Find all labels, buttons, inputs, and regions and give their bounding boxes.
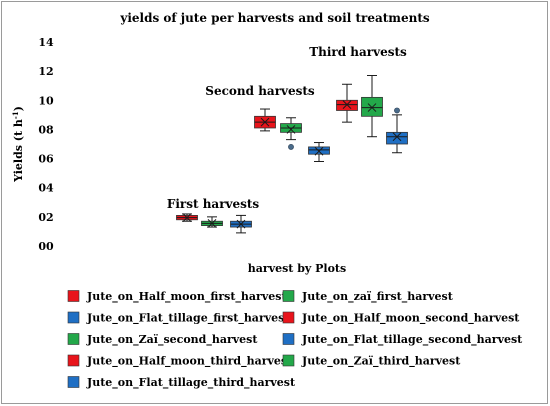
mean-marker	[286, 125, 296, 134]
y-tick-label: 08	[38, 123, 54, 136]
legend-swatch	[282, 290, 295, 302]
legend-swatch	[282, 311, 295, 324]
legend-label: Jute_on_Flat_tillage_first_harvest	[86, 312, 290, 326]
legend-label: Jute_on_Half_moon_second_harvest	[301, 312, 520, 326]
y-tick-label: 00	[38, 240, 54, 253]
legend-label: Jute_on_Half_moon_first_harvest	[86, 290, 287, 304]
group-label: Third harvests	[309, 45, 407, 59]
mean-marker	[342, 100, 352, 110]
mean-marker	[260, 117, 270, 127]
y-tick-label: 12	[38, 65, 53, 78]
x-axis-title: harvest by Plots	[248, 262, 346, 275]
legend-swatch	[67, 333, 80, 345]
legend-swatch	[67, 354, 80, 367]
legend-label: Jute_on_Flat_tillage_second_harvest	[301, 333, 523, 347]
legend-label: Jute_on_Zaï_second_harvest	[86, 333, 258, 347]
group-label: First harvests	[167, 197, 260, 211]
legend-swatch	[67, 290, 80, 302]
legend-swatch	[67, 376, 80, 388]
legend-swatch	[282, 333, 295, 345]
box-iqr	[361, 96, 383, 117]
outlier-point	[394, 107, 400, 114]
box-iqr	[386, 131, 408, 145]
group-label: Second harvests	[205, 84, 315, 98]
legend-label: Jute_on_Half_moon_third_harvest	[86, 355, 293, 369]
mean-marker	[367, 103, 377, 112]
box-iqr	[308, 146, 330, 155]
y-tick-label: 14	[38, 36, 54, 49]
legend-swatch	[67, 311, 80, 324]
mean-marker	[314, 146, 324, 156]
legend-label: Jute_on_Flat_tillage_third_harvest	[86, 376, 296, 390]
box-iqr	[336, 99, 358, 111]
legend-label: Jute_on_Zaï_third_harvest	[301, 355, 461, 369]
y-tick-label: 10	[38, 94, 54, 107]
mean-marker	[392, 132, 402, 142]
outlier-point	[288, 144, 294, 150]
y-axis-title: Yields (t h-1)	[11, 106, 26, 183]
y-tick-label: 02	[38, 211, 53, 224]
mean-marker	[182, 213, 192, 222]
mean-marker	[236, 219, 246, 229]
y-tick-label: 04	[38, 182, 54, 195]
legend-label: Jute_on_zaï_first_harvest	[301, 290, 454, 304]
chart-title: yields of jute per harvests and soil tre…	[119, 11, 430, 25]
mean-marker	[207, 219, 217, 228]
y-tick-label: 06	[38, 153, 54, 166]
legend-swatch	[282, 354, 295, 367]
